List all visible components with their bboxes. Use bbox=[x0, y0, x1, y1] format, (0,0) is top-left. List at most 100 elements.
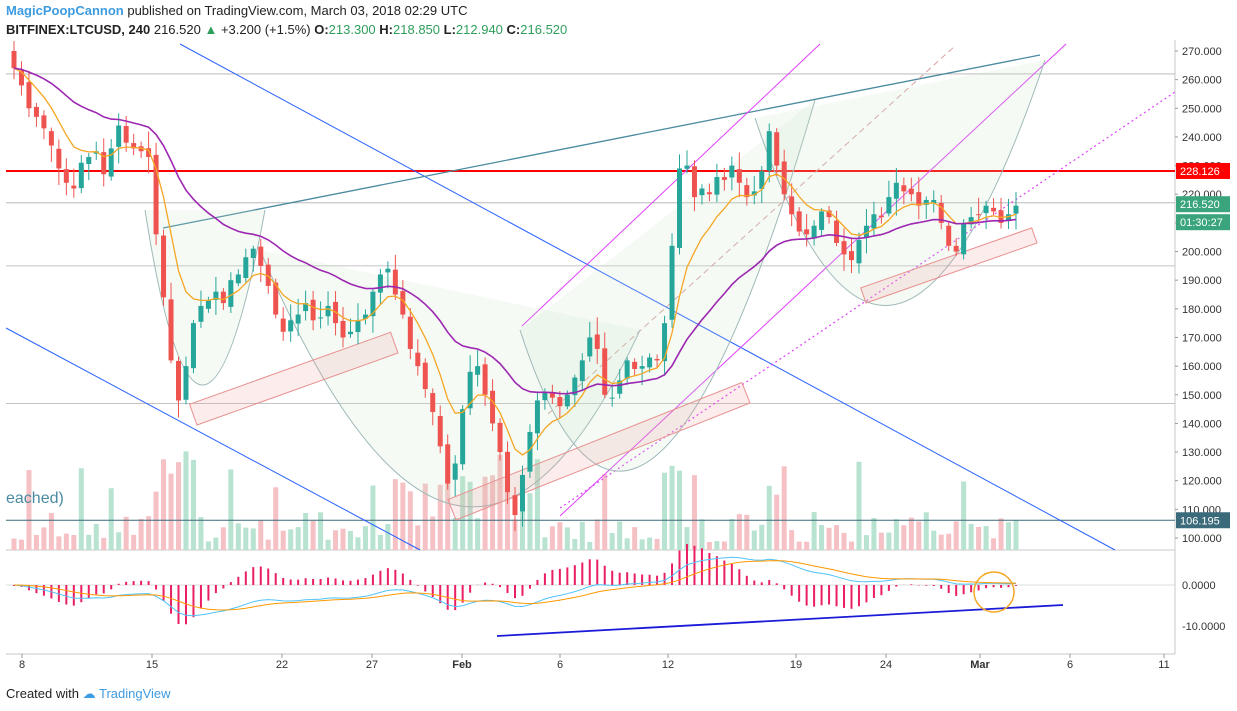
macd-histogram-bar bbox=[110, 585, 113, 590]
candle-body bbox=[863, 225, 869, 238]
volume-bar bbox=[736, 514, 742, 550]
candle-body bbox=[871, 214, 877, 229]
macd-histogram-bar bbox=[364, 578, 367, 585]
y-tick-label: 150.000 bbox=[1182, 390, 1222, 402]
candle-body bbox=[931, 199, 937, 204]
candle-body bbox=[961, 222, 967, 255]
candle-body bbox=[834, 220, 840, 243]
macd-histogram-bar bbox=[977, 585, 980, 591]
macd-histogram-bar bbox=[244, 571, 247, 585]
candle-body bbox=[445, 444, 451, 484]
volume-bar bbox=[572, 539, 578, 550]
candle-body bbox=[684, 165, 690, 169]
volume-bar bbox=[303, 512, 309, 550]
macd-histogram-bar bbox=[192, 585, 195, 618]
volume-bar bbox=[647, 537, 653, 550]
candle-body bbox=[826, 210, 832, 218]
candle-body bbox=[609, 397, 615, 399]
wedge-upper-line bbox=[162, 54, 1041, 229]
candle-body bbox=[878, 215, 884, 218]
candle-body bbox=[1006, 214, 1012, 222]
downtrend-line-lower bbox=[5, 327, 421, 551]
macd-pane bbox=[6, 544, 1175, 637]
macd-histogram-bar bbox=[1000, 585, 1003, 588]
macd-histogram-bar bbox=[304, 578, 307, 585]
volume-bar bbox=[781, 466, 787, 550]
candle-body bbox=[86, 156, 92, 165]
volume-bar bbox=[811, 512, 817, 550]
macd-histogram-bar bbox=[416, 585, 419, 586]
macd-histogram-bar bbox=[820, 585, 823, 606]
volume-bar bbox=[706, 541, 712, 550]
support-price-label: 106.195 bbox=[1180, 515, 1220, 527]
macd-histogram-bar bbox=[678, 550, 681, 585]
macd-histogram-bar bbox=[297, 579, 300, 585]
created-with-text: Created with bbox=[6, 686, 79, 701]
volume-bar bbox=[662, 472, 668, 550]
volume-bar bbox=[48, 512, 54, 550]
tradingview-brand-link[interactable]: TradingView bbox=[99, 686, 171, 701]
candle-body bbox=[265, 264, 271, 286]
volume-bar bbox=[482, 476, 488, 550]
candle-body bbox=[617, 380, 623, 394]
volume-bar bbox=[430, 516, 436, 550]
macd-histogram-bar bbox=[379, 570, 382, 585]
volume-bar bbox=[968, 523, 974, 550]
volume-bar bbox=[318, 512, 324, 550]
candle-body bbox=[48, 131, 54, 146]
volume-bar bbox=[714, 541, 720, 550]
volume-bar bbox=[684, 527, 690, 550]
channel-upper-line bbox=[521, 43, 821, 327]
macd-histogram-bar bbox=[723, 560, 726, 585]
macd-histogram-bar bbox=[768, 580, 771, 585]
volume-bar bbox=[41, 527, 47, 550]
y-tick-label: 140.000 bbox=[1182, 418, 1222, 430]
candle-body bbox=[288, 320, 294, 332]
macd-histogram-bar bbox=[648, 574, 651, 585]
macd-histogram-bar bbox=[506, 585, 509, 593]
low-value: 212.940 bbox=[455, 22, 503, 37]
candle-body bbox=[639, 366, 645, 369]
macd-histogram-bar bbox=[349, 580, 352, 585]
candle-body bbox=[460, 409, 466, 465]
volume-bar bbox=[250, 528, 256, 550]
candle-body bbox=[998, 210, 1004, 223]
candle-body bbox=[946, 225, 952, 246]
candle-body bbox=[123, 126, 129, 143]
candle-body bbox=[168, 299, 174, 361]
macd-histogram-bar bbox=[199, 585, 202, 609]
candlestick-series bbox=[11, 41, 1019, 532]
x-tick-label: 22 bbox=[276, 659, 288, 671]
candle-body bbox=[729, 165, 735, 178]
macd-histogram-bar bbox=[536, 580, 539, 585]
candle-body bbox=[362, 314, 368, 319]
high-value: 218.850 bbox=[393, 22, 441, 37]
macd-histogram-bar bbox=[940, 585, 943, 589]
volume-bar bbox=[123, 516, 129, 550]
symbol-label[interactable]: BITFINEX:LTCUSD, 240 bbox=[6, 22, 151, 37]
volume-bar bbox=[490, 475, 496, 550]
macd-histogram-bar bbox=[162, 585, 165, 601]
candle-body bbox=[587, 337, 593, 357]
channel-mid-line bbox=[547, 45, 956, 415]
candle-body bbox=[766, 131, 772, 171]
volume-bar bbox=[617, 521, 623, 550]
volume-bar bbox=[467, 481, 473, 550]
macd-histogram-bar bbox=[887, 585, 890, 591]
macd-histogram-bar bbox=[843, 585, 846, 608]
candle-body bbox=[452, 463, 458, 480]
macd-histogram-bar bbox=[371, 574, 374, 585]
volume-bar bbox=[819, 525, 825, 550]
macd-histogram-bar bbox=[872, 585, 875, 599]
candle-body bbox=[542, 391, 548, 401]
candle-body bbox=[310, 299, 316, 321]
candle-body bbox=[669, 245, 675, 320]
volume-bar bbox=[310, 520, 316, 550]
candle-body bbox=[647, 357, 653, 368]
candle-body bbox=[392, 269, 398, 295]
macd-histogram-bar bbox=[641, 574, 644, 585]
candle-body bbox=[220, 291, 226, 304]
author-name[interactable]: MagicPoopCannon bbox=[6, 3, 124, 18]
candle-body bbox=[519, 474, 525, 512]
